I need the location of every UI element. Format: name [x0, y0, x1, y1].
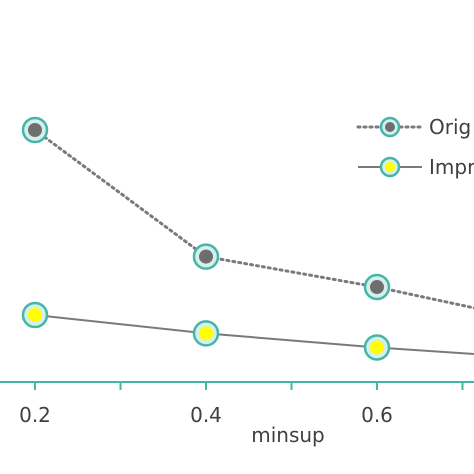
legend-marker-core — [385, 122, 395, 132]
data-point-core — [370, 340, 384, 355]
x-tick-label: 0.4 — [190, 403, 222, 427]
legend-label: Orig — [429, 115, 471, 139]
legend-label: Impr — [429, 155, 474, 179]
series-line — [34, 314, 474, 356]
legend-marker-core — [385, 162, 395, 172]
x-tick-label: 0.6 — [361, 403, 393, 427]
data-point-core — [370, 280, 384, 295]
x-axis-title: minsup — [251, 423, 325, 447]
series-layer — [21, 116, 474, 361]
x-tick-label: 0.2 — [19, 403, 51, 427]
data-point-core — [199, 249, 213, 264]
data-point-core — [199, 326, 213, 341]
legend: Orig Impr — [356, 115, 474, 179]
series-line — [33, 128, 474, 310]
x-axis: 0.2 0.4 0.6 — [0, 381, 474, 427]
data-point-core — [28, 308, 42, 322]
data-point-core — [28, 123, 42, 137]
